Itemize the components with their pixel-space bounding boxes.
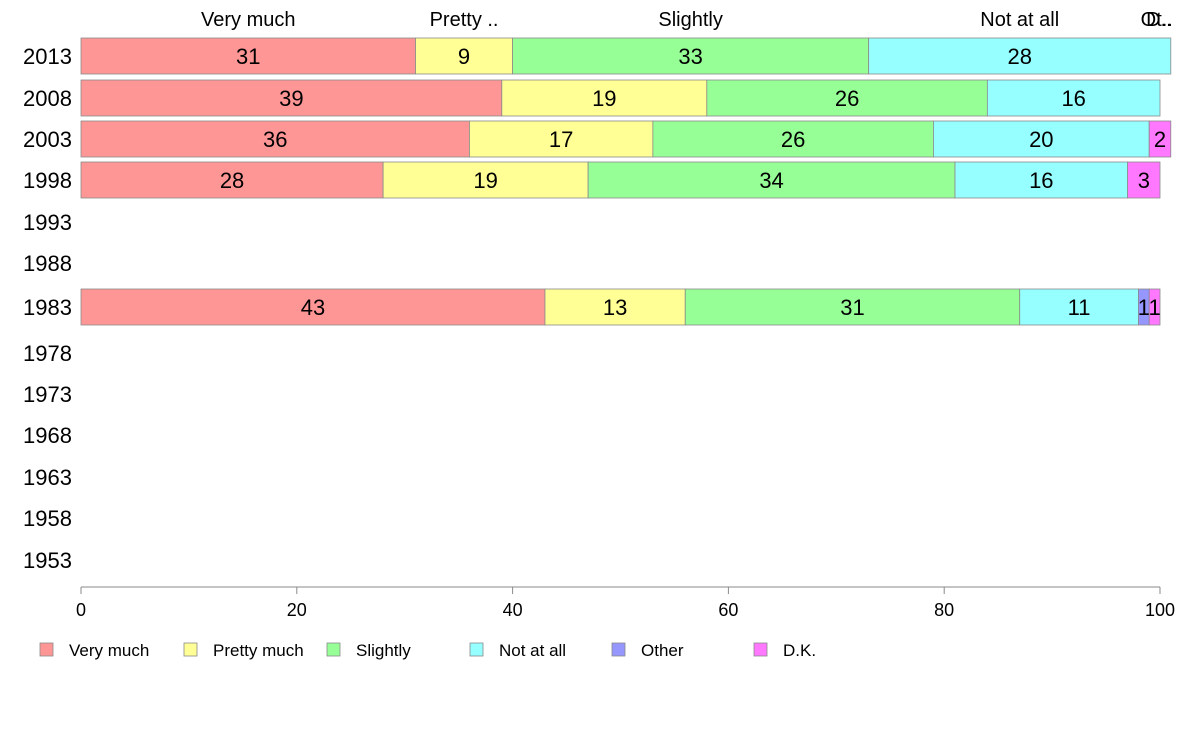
data-label-2003-very-much: 36 bbox=[263, 127, 287, 152]
y-label-1953: 1953 bbox=[23, 548, 72, 573]
legend-label-very-much: Very much bbox=[69, 641, 149, 660]
legend-swatch-not-at-all bbox=[469, 642, 484, 657]
legend-swatch-d-k- bbox=[753, 642, 768, 657]
bars: 31 9 33 28 39 19 26 16 36 17 26 20 2 28 19 34 16 3 43 13 31 1… bbox=[80, 37, 1172, 326]
top-label-5: Ot.. bbox=[1141, 9, 1173, 31]
legend-swatch-very-much bbox=[39, 642, 54, 657]
data-label-2008-not-at-all: 16 bbox=[1061, 86, 1085, 111]
data-label-2003-d-k-: 2 bbox=[1154, 127, 1166, 152]
data-label-1998-very-much: 28 bbox=[220, 168, 244, 193]
bar-1983-very-much bbox=[80, 288, 546, 326]
legend-swatch-slightly bbox=[326, 642, 341, 657]
legend-label-other: Other bbox=[641, 641, 684, 660]
y-label-1958: 1958 bbox=[23, 506, 72, 531]
data-label-1983-slightly: 31 bbox=[840, 295, 864, 320]
bar-1983-d-k- bbox=[1148, 288, 1161, 326]
bar-2013-pretty-much bbox=[415, 37, 513, 75]
bar-1983-slightly bbox=[684, 288, 1021, 326]
y-label-1983: 1983 bbox=[23, 295, 72, 320]
legend-label-d-k-: D.K. bbox=[783, 641, 816, 660]
legend-swatch-pretty-much bbox=[183, 642, 198, 657]
bar-1983-pretty-much bbox=[544, 288, 686, 326]
x-tick-label-100: 100 bbox=[1145, 600, 1175, 620]
y-label-1973: 1973 bbox=[23, 382, 72, 407]
y-label-1998: 1998 bbox=[23, 168, 72, 193]
top-label-3: Slightly bbox=[658, 9, 722, 31]
x-tick-label-60: 60 bbox=[718, 600, 738, 620]
x-tick-label-40: 40 bbox=[503, 600, 523, 620]
data-label-2013-pretty-much: 9 bbox=[458, 44, 470, 69]
data-label-1998-pretty-much: 19 bbox=[473, 168, 497, 193]
data-label-1998-not-at-all: 16 bbox=[1029, 168, 1053, 193]
data-label-2013-slightly: 33 bbox=[678, 44, 702, 69]
y-label-1963: 1963 bbox=[23, 465, 72, 490]
x-tick-label-0: 0 bbox=[76, 600, 86, 620]
bar-2003-slightly bbox=[652, 120, 934, 158]
data-label-2003-pretty-much: 17 bbox=[549, 127, 573, 152]
data-label-2008-pretty-much: 19 bbox=[592, 86, 616, 111]
y-label-1988: 1988 bbox=[23, 251, 72, 276]
y-label-1968: 1968 bbox=[23, 423, 72, 448]
y-label-1993: 1993 bbox=[23, 210, 72, 235]
data-label-1983-pretty-much: 13 bbox=[603, 295, 627, 320]
bar-2013-not-at-all bbox=[868, 37, 1172, 75]
bar-1998-pretty-much bbox=[382, 161, 589, 199]
bar-1998-not-at-all bbox=[954, 161, 1129, 199]
bar-2003-not-at-all bbox=[933, 120, 1150, 158]
data-label-2013-very-much: 31 bbox=[236, 44, 260, 69]
bar-2008-not-at-all bbox=[986, 79, 1161, 117]
top-labels: Very much Pretty .. Slightly Not at all Ot..… bbox=[201, 9, 1173, 31]
y-label-1978: 1978 bbox=[23, 341, 72, 366]
bar-1998-d-k- bbox=[1127, 161, 1161, 199]
y-label-2013: 2013 bbox=[23, 44, 72, 69]
data-label-2008-very-much: 39 bbox=[279, 86, 303, 111]
top-label-1: Very much bbox=[201, 9, 295, 31]
bar-2003-d-k- bbox=[1148, 120, 1172, 158]
bar-2008-very-much bbox=[80, 79, 503, 117]
legend-label-slightly: Slightly bbox=[356, 641, 411, 660]
x-tick-label-80: 80 bbox=[934, 600, 954, 620]
legend-label-not-at-all: Not at all bbox=[499, 641, 566, 660]
data-label-2003-slightly: 26 bbox=[781, 127, 805, 152]
bar-2008-slightly bbox=[706, 79, 988, 117]
y-axis-labels: 2013 2008 2003 1998 1993 1988 1983 1978 1973 1968… bbox=[23, 44, 72, 573]
legend-swatch-other bbox=[611, 642, 626, 657]
data-label-1983-d-k-: 1 bbox=[1148, 295, 1160, 320]
data-label-2003-not-at-all: 20 bbox=[1029, 127, 1053, 152]
y-label-2003: 2003 bbox=[23, 127, 72, 152]
bar-2008-pretty-much bbox=[501, 79, 708, 117]
data-label-2008-slightly: 26 bbox=[835, 86, 859, 111]
bar-2003-pretty-much bbox=[469, 120, 654, 158]
data-label-1983-not-at-all: 11 bbox=[1068, 295, 1091, 320]
top-label-4: Not at all bbox=[980, 9, 1059, 31]
x-axis: 0 20 40 60 80 100 bbox=[76, 586, 1175, 620]
bar-1998-slightly bbox=[587, 161, 956, 199]
y-label-2008: 2008 bbox=[23, 86, 72, 111]
data-label-2013-not-at-all: 28 bbox=[1007, 44, 1031, 69]
data-label-1983-other: 1 bbox=[1138, 295, 1150, 320]
data-label-1983-very-much: 43 bbox=[301, 295, 325, 320]
bar-2003-very-much bbox=[80, 120, 470, 158]
legend: Very much Pretty much Slightly Not at all Ot… bbox=[39, 641, 816, 660]
data-label-1998-slightly: 34 bbox=[759, 168, 783, 193]
legend-label-pretty-much: Pretty much bbox=[213, 641, 304, 660]
data-label-1998-d-k-: 3 bbox=[1138, 168, 1150, 193]
x-tick-label-20: 20 bbox=[287, 600, 307, 620]
top-label-6: D.. bbox=[1146, 9, 1172, 31]
top-label-2: Pretty .. bbox=[430, 9, 499, 31]
